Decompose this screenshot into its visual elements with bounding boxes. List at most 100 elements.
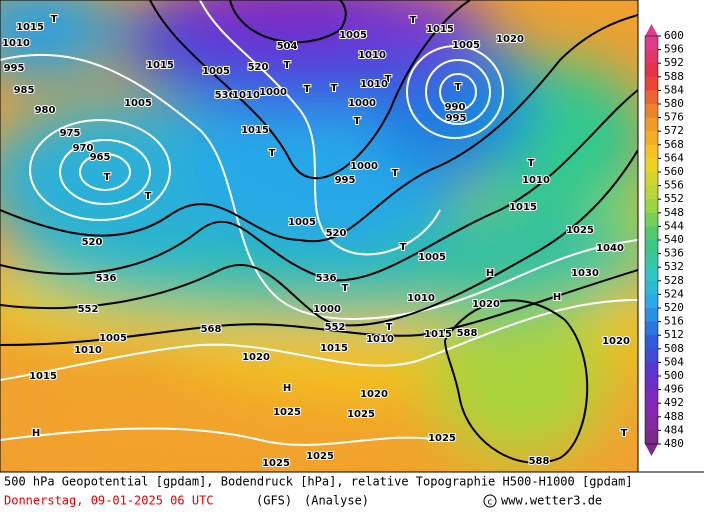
map-label: 588 — [457, 328, 478, 339]
colorbar-segment — [645, 212, 658, 227]
colorbar-tick-label: 572 — [664, 124, 684, 137]
colorbar-tick-label: 524 — [664, 287, 684, 300]
map-label: T — [304, 84, 311, 95]
footer-source: www.wetter3.de — [501, 494, 602, 508]
map-label: T — [269, 148, 276, 159]
map-label: T — [284, 60, 291, 71]
map-label: T — [104, 172, 111, 183]
colorbar-segment — [645, 104, 658, 119]
colorbar-segment — [645, 403, 658, 418]
map-label: 1040 — [596, 243, 624, 254]
map-label: 1025 — [306, 451, 334, 462]
colorbar-tick-label: 504 — [664, 355, 684, 368]
colorbar-segment — [645, 76, 658, 91]
map-label: 1025 — [428, 433, 456, 444]
map-label: 536 — [96, 273, 117, 284]
map-label: 1020 — [360, 389, 388, 400]
colorbar-segment — [645, 253, 658, 268]
colorbar-tick-label: 552 — [664, 192, 684, 205]
map-label: 990 — [445, 102, 466, 113]
colorbar-segment — [645, 90, 658, 105]
map-label: 1020 — [602, 336, 630, 347]
map-label: T — [392, 168, 399, 179]
colorbar-segment — [645, 36, 658, 51]
map-label: H — [486, 268, 494, 279]
colorbar-segment — [645, 226, 658, 241]
copyright-icon — [483, 494, 497, 508]
map-label: 1015 — [320, 343, 348, 354]
map-label: 1020 — [242, 352, 270, 363]
colorbar-segment — [645, 280, 658, 295]
colorbar-segment — [645, 172, 658, 187]
colorbar-tick-label: 584 — [664, 83, 684, 96]
colorbar-tick-label: 560 — [664, 165, 684, 178]
colorbar-tick-label: 600 — [664, 29, 684, 42]
map-label: T — [455, 82, 462, 93]
map-label: 1015 — [29, 371, 57, 382]
map-label: 1005 — [288, 217, 316, 228]
colorbar-tick-label: 508 — [664, 342, 684, 355]
geopotential-contours — [0, 0, 638, 464]
colorbar-arrow-bottom — [645, 444, 658, 456]
map-label: 1005 — [339, 30, 367, 41]
map-label: 1005 — [99, 333, 127, 344]
colorbar-tick-label: 548 — [664, 206, 684, 219]
colorbar-tick-label: 596 — [664, 43, 684, 56]
map-label: 995 — [335, 175, 356, 186]
map-label: 1015 — [16, 22, 44, 33]
colorbar-tick-label: 588 — [664, 70, 684, 83]
map-label: 1030 — [571, 268, 599, 279]
map-label: 1015 — [146, 60, 174, 71]
colorbar-segment — [645, 294, 658, 309]
map-label: 520 — [248, 62, 269, 73]
map-label: 520 — [326, 228, 347, 239]
map-label: 1005 — [202, 66, 230, 77]
map-label: 1000 — [348, 98, 376, 109]
colorbar-segment — [645, 199, 658, 214]
map-label: 1000 — [259, 87, 287, 98]
colorbar-segment — [645, 49, 658, 64]
map-label: 995 — [4, 63, 25, 74]
map-label: T — [145, 191, 152, 202]
map-label: 1020 — [472, 299, 500, 310]
colorbar-tick-label: 520 — [664, 301, 684, 314]
map-label: 970 — [73, 143, 94, 154]
colorbar: 6005965925885845805765725685645605565525… — [644, 24, 684, 456]
map-label: 985 — [14, 85, 35, 96]
map-label: 536 — [316, 273, 337, 284]
isobars — [0, 0, 638, 446]
map-label: 1025 — [566, 225, 594, 236]
colorbar-tick-label: 532 — [664, 260, 684, 273]
map-label: H — [283, 383, 291, 394]
colorbar-segment — [645, 63, 658, 78]
colorbar-segment — [645, 308, 658, 323]
colorbar-tick-label: 480 — [664, 437, 684, 450]
map-label: 1015 — [509, 202, 537, 213]
colorbar-segment — [645, 240, 658, 255]
footer-date: Donnerstag, 09-01-2025 06 UTC — [4, 494, 214, 508]
colorbar-segment — [645, 158, 658, 173]
map-label: 1005 — [124, 98, 152, 109]
colorbar-tick-label: 564 — [664, 151, 684, 164]
colorbar-tick-label: 568 — [664, 138, 684, 151]
map-label: T — [410, 15, 417, 26]
colorbar-tick-label: 556 — [664, 179, 684, 192]
colorbar-tick-label: 516 — [664, 315, 684, 328]
colorbar-tick-label: 580 — [664, 97, 684, 110]
map-label: T — [331, 83, 338, 94]
footer-description: 500 hPa Geopotential [gpdam], Bodendruck… — [4, 475, 633, 489]
map-label: 1010 — [366, 334, 394, 345]
map-label: 1015 — [424, 329, 452, 340]
map-label: H — [553, 292, 561, 303]
map-label: 980 — [35, 105, 56, 116]
footer-run: (Analyse) — [304, 494, 369, 508]
map-label: 995 — [446, 113, 467, 124]
colorbar-segment — [645, 321, 658, 336]
colorbar-segment — [645, 335, 658, 350]
map-label: 568 — [201, 324, 222, 335]
map-label: 1010 — [407, 293, 435, 304]
map-label: 1010 — [360, 79, 388, 90]
map-label: 1010 — [358, 50, 386, 61]
map-label: T — [354, 116, 361, 127]
